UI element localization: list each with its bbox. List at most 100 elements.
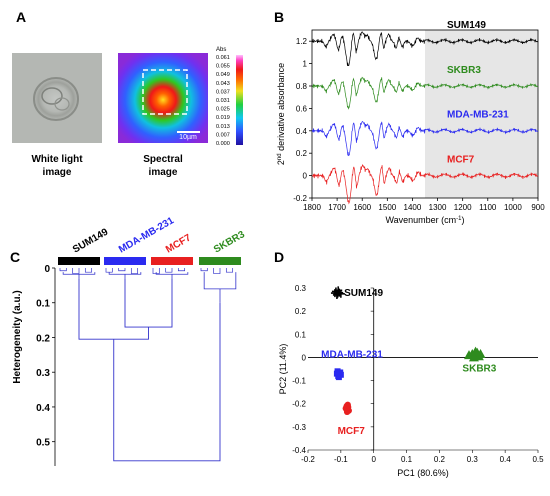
colorbar-title: Abs bbox=[216, 47, 226, 53]
colorbar-tick-label: 0.049 bbox=[216, 72, 230, 78]
x-tick-label: 0.2 bbox=[434, 455, 446, 464]
spectrum-line-mcf7 bbox=[311, 163, 539, 205]
y-tick-label: 1 bbox=[303, 60, 308, 69]
y-axis-label: Heterogeneity (a.u.) bbox=[12, 290, 23, 383]
point-mcf7 bbox=[343, 408, 351, 416]
spectral-caption-line1: Spectral bbox=[143, 154, 183, 165]
colorbar-tick-label: 0.061 bbox=[216, 55, 230, 61]
point-mcf7 bbox=[344, 401, 351, 409]
y-tick-label: 1.2 bbox=[296, 37, 308, 46]
cluster-label-sum149: SUM149 bbox=[344, 288, 383, 299]
spectrum-line-skbr3 bbox=[311, 76, 538, 110]
spectral-caption-line2: image bbox=[149, 167, 178, 178]
subcluster-link bbox=[177, 268, 186, 272]
point-skbr3 bbox=[475, 348, 486, 358]
subcluster-link bbox=[118, 268, 126, 272]
group-bar-sum149 bbox=[58, 257, 100, 265]
x-tick-label: 900 bbox=[531, 203, 545, 212]
merge-link bbox=[124, 278, 173, 328]
x-tick-label: -0.2 bbox=[301, 455, 315, 464]
dendrogram-chart: 0 0.1 0.2 0.3 0.4 0.5 Heterogeneity (a.u.) SUM1… bbox=[12, 215, 247, 466]
y-axis-label: PC2 (11.4%) bbox=[278, 344, 288, 395]
y-tick-label: -0.1 bbox=[292, 377, 306, 386]
group-bar-mda-mb-231 bbox=[104, 257, 146, 265]
subcluster-link bbox=[105, 268, 113, 273]
y-axis-label: 2nd derivative absorbance bbox=[276, 63, 286, 165]
white-light-image bbox=[12, 53, 102, 143]
cluster-label-mda-mb-231: MDA-MB-231 bbox=[321, 349, 383, 360]
subcluster-link bbox=[165, 268, 173, 273]
y-tick-label: 0.5 bbox=[36, 438, 50, 449]
y-tick-label: 0 bbox=[44, 264, 50, 275]
x-tick-label: 1200 bbox=[454, 203, 472, 212]
y-tick-label: -0.2 bbox=[293, 194, 307, 203]
subcluster-link bbox=[225, 268, 234, 273]
colorbar-tick-label: 0.055 bbox=[216, 64, 230, 70]
x-tick-label: 1700 bbox=[328, 203, 346, 212]
scale-bar-label: 10µm bbox=[179, 134, 197, 141]
group-bar-skbr3 bbox=[199, 257, 241, 265]
point-mda-mb-231 bbox=[337, 369, 344, 376]
colorbar: Abs 0.061 0.055 0.049 0.043 0.037 0.031 0.025 0… bbox=[216, 47, 243, 147]
cluster-label-skbr3: SKBR3 bbox=[462, 363, 496, 374]
y-tick-label: 0 bbox=[302, 353, 307, 362]
panel-label-d: D bbox=[274, 249, 284, 265]
panel-label-a: A bbox=[16, 9, 26, 25]
point-mda-mb-231 bbox=[333, 370, 340, 377]
x-tick-label: 1400 bbox=[404, 203, 422, 212]
spectrum-line-sum149 bbox=[311, 31, 539, 67]
white-light-caption-line1: White light bbox=[31, 154, 83, 165]
subcluster-link bbox=[213, 268, 221, 274]
merge-link bbox=[113, 302, 221, 462]
plot-frame bbox=[311, 29, 539, 199]
subcluster-link bbox=[59, 268, 67, 272]
point-skbr3 bbox=[470, 346, 481, 356]
x-axis-label: Wavenumber (cm-1) bbox=[385, 215, 464, 225]
y-tick-label: 0.4 bbox=[296, 127, 308, 136]
colorbar-tick-label: 0.000 bbox=[216, 141, 230, 147]
x-tick-label: 1500 bbox=[378, 203, 396, 212]
x-tick-label: 0 bbox=[371, 455, 376, 464]
panel-label-b: B bbox=[274, 9, 284, 25]
subcluster-link bbox=[130, 268, 139, 274]
white-light-caption-line2: image bbox=[43, 167, 72, 178]
subcluster-link bbox=[203, 272, 237, 290]
y-tick-label: 0.2 bbox=[295, 307, 307, 316]
subcluster-link bbox=[72, 268, 80, 274]
x-tick-label: 0.4 bbox=[500, 455, 512, 464]
x-tick-label: 0.1 bbox=[401, 455, 413, 464]
colorbar-tick-label: 0.007 bbox=[216, 132, 230, 138]
panel-label-c: C bbox=[10, 249, 20, 265]
colorbar-tick-label: 0.037 bbox=[216, 89, 230, 95]
y-tick-label: 0.1 bbox=[36, 299, 50, 310]
y-tick-label: 0 bbox=[303, 172, 308, 181]
colorbar-tick-label: 0.025 bbox=[216, 107, 230, 113]
point-sum149 bbox=[336, 289, 345, 298]
y-tick-label: 0.6 bbox=[296, 104, 308, 113]
colorbar-tick-label: 0.013 bbox=[216, 124, 230, 130]
x-tick-label: 1600 bbox=[353, 203, 371, 212]
group-bar-mcf7 bbox=[151, 257, 193, 265]
x-tick-label: 1300 bbox=[429, 203, 447, 212]
x-tick-label: 0.3 bbox=[467, 455, 479, 464]
series-label-mcf7: MCF7 bbox=[447, 154, 475, 165]
group-label-skbr3: SKBR3 bbox=[212, 229, 247, 256]
spectra-chart: -0.2 0 0.2 0.4 0.6 0.8 1 1.2 1800 1700 1600 1500 140… bbox=[276, 20, 545, 225]
x-tick-label: -0.1 bbox=[334, 455, 348, 464]
group-label-mcf7: MCF7 bbox=[164, 232, 193, 255]
colorbar-tick-label: 0.043 bbox=[216, 81, 230, 87]
y-tick-label: -0.2 bbox=[292, 400, 306, 409]
y-tick-label: -0.4 bbox=[292, 446, 306, 455]
x-tick-label: 0.5 bbox=[532, 455, 544, 464]
point-mda-mb-231 bbox=[335, 374, 342, 381]
x-tick-label: 1000 bbox=[504, 203, 522, 212]
colorbar-tick-label: 0.019 bbox=[216, 115, 230, 121]
shaded-region bbox=[425, 30, 538, 198]
pca-scatter-chart: -0.2 -0.1 0 0.1 0.2 0.3 0.4 0.5 -0.4 -0.3 -0.2 -0.1… bbox=[278, 284, 544, 478]
series-label-mda-mb-231: MDA-MB-231 bbox=[447, 110, 509, 121]
series-label-skbr3: SKBR3 bbox=[447, 65, 481, 76]
cluster-label-mcf7: MCF7 bbox=[338, 426, 366, 437]
spectrum-line-mda-mb-231 bbox=[311, 121, 539, 157]
x-tick-label: 1100 bbox=[479, 203, 497, 212]
subcluster-link bbox=[84, 268, 93, 273]
